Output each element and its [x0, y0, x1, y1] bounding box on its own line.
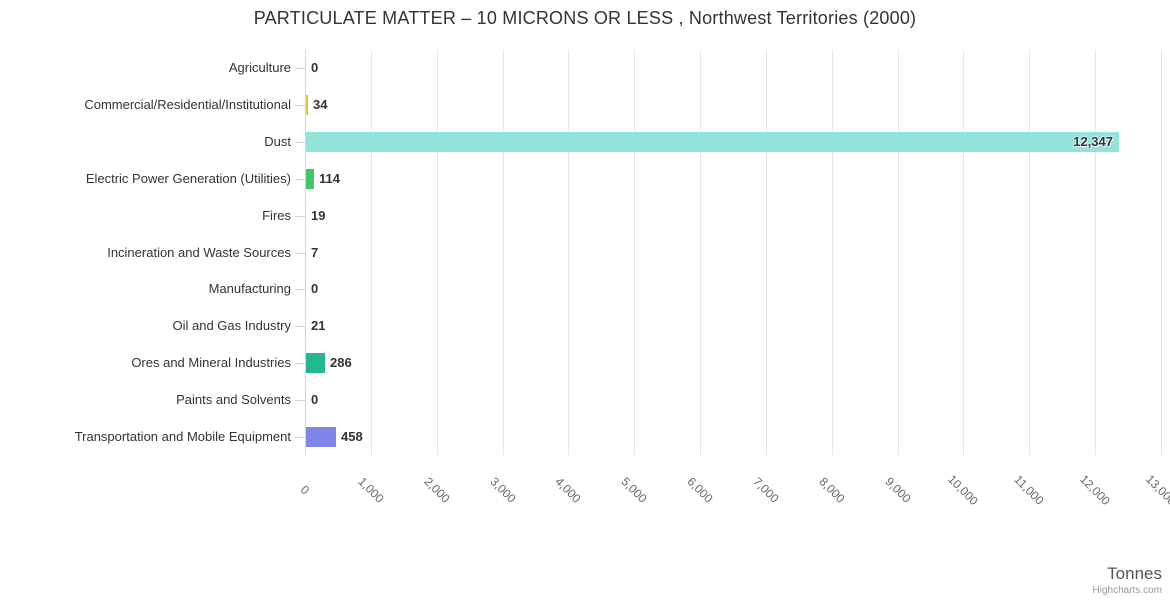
category-label: Ores and Mineral Industries: [131, 355, 291, 370]
gridline: [765, 50, 767, 456]
bar-value-label: 7: [311, 245, 319, 260]
gridline: [1029, 50, 1031, 456]
gridline: [568, 50, 570, 456]
gridline: [370, 50, 372, 456]
x-axis-tick-label: 12,000: [1077, 472, 1113, 508]
x-axis-tick-label: 8,000: [816, 474, 848, 506]
bar-value-label: 19: [311, 208, 326, 223]
bar-value-label: 286: [330, 355, 352, 370]
gridline: [502, 50, 504, 456]
gridline: [897, 50, 899, 456]
category-label: Oil and Gas Industry: [172, 318, 292, 333]
x-axis-tick-label: 13,000: [1143, 472, 1170, 508]
x-axis-tick-label: 0: [297, 482, 313, 498]
x-axis-tick-label: 5,000: [618, 474, 650, 506]
x-axis-tick-label: 9,000: [882, 474, 914, 506]
category-label: Paints and Solvents: [176, 392, 291, 407]
bar[interactable]: [306, 353, 325, 373]
category-tick: [295, 289, 305, 290]
bar-value-label: 0: [311, 281, 319, 296]
x-axis-tick-label: 1,000: [355, 474, 387, 506]
bar[interactable]: [306, 132, 1119, 152]
x-axis-tick-label: 4,000: [552, 474, 584, 506]
chart-title: PARTICULATE MATTER – 10 MICRONS OR LESS …: [253, 8, 917, 28]
category-label: Dust: [264, 134, 291, 149]
category-label: Manufacturing: [208, 281, 291, 296]
bar-value-label: 0: [311, 60, 319, 75]
x-axis-tick-label: 7,000: [750, 474, 782, 506]
category-tick: [295, 179, 305, 180]
category-label: Fires: [262, 208, 291, 223]
x-axis-tick-label: 11,000: [1011, 472, 1047, 508]
category-label: Commercial/Residential/Institutional: [84, 97, 291, 112]
bar-value-label: 458: [341, 429, 363, 444]
gridline: [831, 50, 833, 456]
category-tick: [295, 216, 305, 217]
bar-value-label: 34: [313, 97, 328, 112]
x-axis-tick-label: 2,000: [421, 474, 453, 506]
category-tick: [295, 253, 305, 254]
category-tick: [295, 437, 305, 438]
gridline: [700, 50, 702, 456]
bar[interactable]: [306, 427, 336, 447]
category-tick: [295, 142, 305, 143]
category-tick: [295, 105, 305, 106]
x-axis-tick-label: 3,000: [487, 474, 519, 506]
bar[interactable]: [306, 95, 308, 115]
gridline: [1160, 50, 1162, 456]
category-label: Incineration and Waste Sources: [107, 245, 291, 260]
category-label: Electric Power Generation (Utilities): [85, 171, 291, 186]
highcharts-credit[interactable]: Highcharts.com: [1092, 585, 1162, 596]
bar-value-label: 21: [311, 318, 326, 333]
category-tick: [295, 68, 305, 69]
category-label: Agriculture: [228, 60, 291, 75]
category-axis-line: [305, 50, 306, 456]
gridline: [963, 50, 965, 456]
category-tick: [295, 363, 305, 364]
x-axis-tick-label: 10,000: [945, 472, 981, 508]
bar-value-label: 0: [311, 392, 319, 407]
bar-value-label: 114: [319, 171, 340, 186]
bar-value-label: 12,347: [1073, 134, 1113, 149]
gridline: [436, 50, 438, 456]
x-axis-title: Tonnes: [1107, 564, 1162, 583]
category-tick: [295, 326, 305, 327]
gridline: [634, 50, 636, 456]
x-axis-tick-label: 6,000: [684, 474, 716, 506]
category-label: Transportation and Mobile Equipment: [74, 429, 291, 444]
gridline: [1095, 50, 1097, 456]
bar[interactable]: [306, 169, 314, 189]
category-tick: [295, 400, 305, 401]
